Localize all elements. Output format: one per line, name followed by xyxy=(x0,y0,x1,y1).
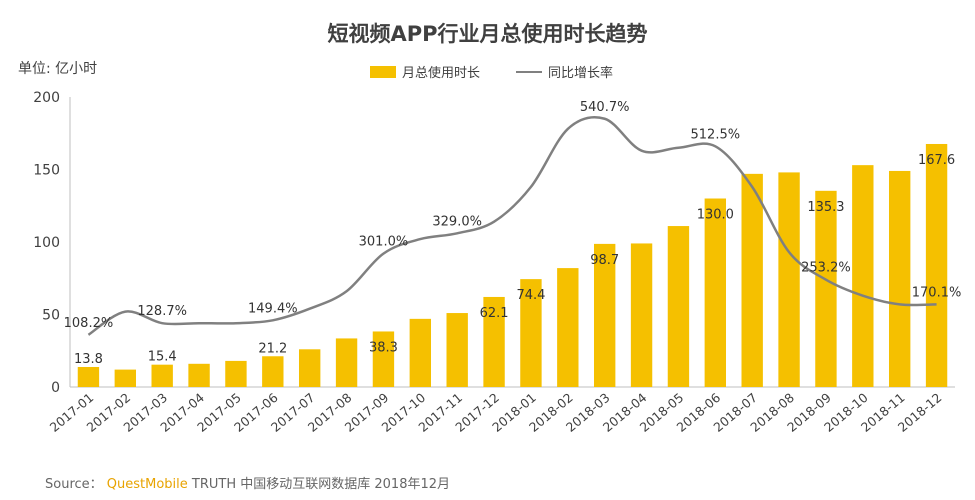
bar xyxy=(852,165,874,387)
growth-rate-label: 329.0% xyxy=(432,214,482,229)
growth-rate-label: 540.7% xyxy=(580,100,630,115)
growth-rate-line xyxy=(87,115,937,336)
y-tick-label: 150 xyxy=(33,163,60,179)
bar xyxy=(888,170,911,387)
bar-value-label: 167.6 xyxy=(918,153,955,168)
growth-rate-label: 149.4% xyxy=(248,301,298,316)
bar-value-label: 130.0 xyxy=(697,208,734,223)
bar xyxy=(188,363,210,387)
bar xyxy=(704,198,727,387)
legend-bar-label: 月总使用时长 xyxy=(402,66,481,81)
legend: 月总使用时长 同比增长率 xyxy=(370,62,613,81)
growth-rate-label: 253.2% xyxy=(801,261,851,276)
y-tick-label: 100 xyxy=(33,235,60,251)
bar xyxy=(77,366,100,387)
bar-value-label: 74.4 xyxy=(516,288,545,303)
source-prefix: Source： xyxy=(45,477,103,492)
bar xyxy=(298,349,321,387)
growth-rate-label: 128.7% xyxy=(137,304,187,319)
source-text: TRUTH 中国移动互联网数据库 2018年12月 xyxy=(191,477,451,492)
bar-value-label: 135.3 xyxy=(807,200,844,215)
bar xyxy=(593,243,616,387)
bar xyxy=(151,364,173,387)
source-note: Source： QuestMobile TRUTH 中国移动互联网数据库 201… xyxy=(45,473,450,492)
bar xyxy=(630,243,653,387)
bar xyxy=(409,318,432,387)
legend-line-label: 同比增长率 xyxy=(548,66,614,81)
bar xyxy=(225,360,247,387)
growth-rate-label: 512.5% xyxy=(691,127,741,142)
legend-line-swatch xyxy=(516,70,543,73)
y-tick-label: 50 xyxy=(42,308,60,324)
y-tick-label: 200 xyxy=(33,90,60,106)
bar xyxy=(483,296,505,387)
bar xyxy=(741,173,763,387)
bar xyxy=(778,172,800,387)
unit-label: 单位: 亿小时 xyxy=(18,61,98,77)
bar xyxy=(335,338,358,387)
bar xyxy=(667,226,690,387)
growth-rate-label: 108.2% xyxy=(64,316,114,331)
bar xyxy=(262,356,284,387)
bar xyxy=(520,279,542,387)
bar-value-label: 21.2 xyxy=(258,341,287,356)
bar xyxy=(372,331,395,387)
bar xyxy=(815,190,837,387)
chart-canvas: 0 50 100 150 200 13.8 15.4 21.2 38.3 62.1 74.4 98.7… xyxy=(33,90,962,435)
bar-value-label: 13.8 xyxy=(74,352,103,367)
growth-rate-label: 170.1% xyxy=(912,285,962,300)
bar xyxy=(557,268,579,387)
y-tick-label: 0 xyxy=(51,380,60,396)
bar-value-label: 62.1 xyxy=(480,306,509,321)
bar xyxy=(114,369,137,387)
chart-title: 短视频APP行业月总使用时长趋势 xyxy=(327,22,648,46)
growth-rate-label: 301.0% xyxy=(359,235,409,250)
legend-bar-swatch xyxy=(370,65,396,78)
source-brand: QuestMobile xyxy=(106,477,188,492)
bar xyxy=(446,313,468,387)
bar xyxy=(925,143,948,387)
bar-value-label: 98.7 xyxy=(590,253,619,268)
bar-value-label: 15.4 xyxy=(148,350,177,365)
bar-value-label: 38.3 xyxy=(369,340,398,355)
